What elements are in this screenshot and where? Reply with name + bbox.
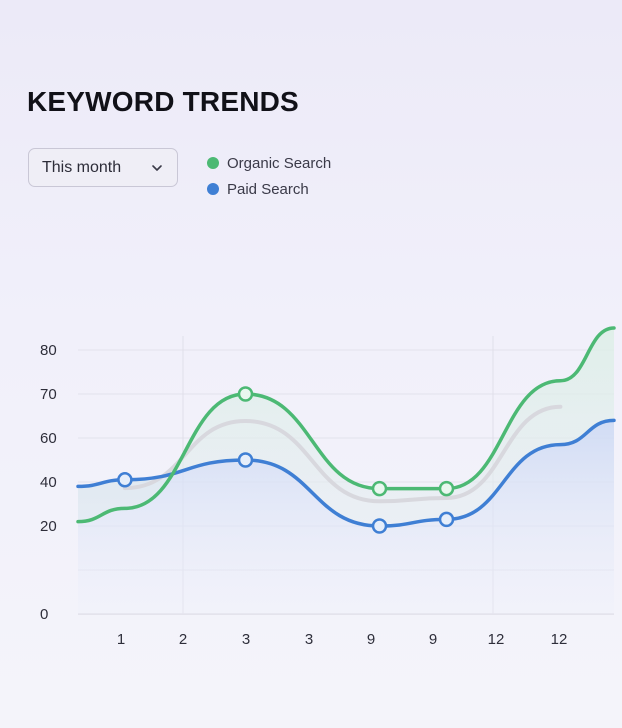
y-tick-label: 20 <box>40 518 57 535</box>
y-tick-label: 60 <box>40 430 57 447</box>
paid-data-point[interactable] <box>371 518 388 534</box>
x-tick-label: 12 <box>488 631 505 648</box>
legend-item-paid[interactable]: Paid Search <box>207 176 331 202</box>
x-tick-label: 9 <box>429 631 437 648</box>
legend-item-organic[interactable]: Organic Search <box>207 150 331 176</box>
organic-data-point[interactable] <box>438 480 455 497</box>
x-tick-label: 1 <box>117 631 125 648</box>
legend-dot-organic <box>207 157 219 169</box>
shadow-curve <box>122 404 563 504</box>
organic-search-line <box>76 326 616 524</box>
y-tick-label: 80 <box>40 342 57 359</box>
organic-data-point[interactable] <box>371 480 388 497</box>
y-tick-label: 0 <box>40 606 48 623</box>
y-tick-label: 70 <box>40 386 57 403</box>
period-dropdown[interactable]: This month <box>28 148 178 187</box>
page-title: KEYWORD TRENDS <box>27 86 299 117</box>
legend-dot-paid <box>207 183 219 195</box>
legend-label-paid: Paid Search <box>227 180 309 198</box>
paid-data-point[interactable] <box>438 511 455 528</box>
chart-legend: Organic Search Paid Search <box>207 150 331 202</box>
chevron-down-icon <box>152 165 162 171</box>
paid-search-area <box>78 420 614 614</box>
x-tick-label: 9 <box>367 631 375 648</box>
organic-search-area <box>78 328 614 526</box>
legend-label-organic: Organic Search <box>227 154 332 172</box>
x-tick-label: 3 <box>242 631 250 648</box>
x-tick-label: 2 <box>179 631 187 648</box>
x-tick-label: 12 <box>551 631 568 648</box>
organic-data-point[interactable] <box>237 386 254 402</box>
period-dropdown-label: This month <box>42 158 122 176</box>
x-tick-label: 3 <box>305 631 313 648</box>
y-tick-label: 40 <box>40 474 57 491</box>
paid-data-point[interactable] <box>117 472 133 488</box>
paid-data-point[interactable] <box>237 452 254 468</box>
